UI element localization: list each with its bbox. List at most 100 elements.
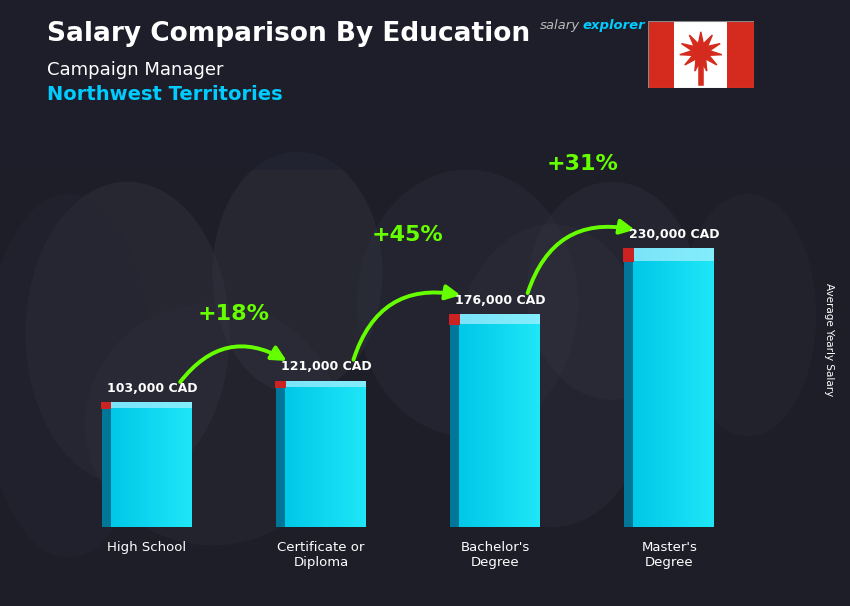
Bar	[317, 381, 321, 527]
Bar	[275, 381, 286, 388]
Bar	[479, 314, 484, 527]
Bar	[314, 381, 317, 527]
Bar	[135, 402, 139, 527]
Bar	[532, 314, 536, 527]
Bar	[459, 314, 541, 324]
Bar	[698, 248, 702, 527]
Bar	[500, 314, 504, 527]
Bar	[507, 314, 512, 527]
Bar	[275, 381, 285, 527]
Bar	[449, 314, 460, 325]
Bar	[637, 248, 641, 527]
Bar	[127, 402, 131, 527]
Bar	[524, 314, 528, 527]
Bar	[160, 402, 163, 527]
Bar	[350, 381, 354, 527]
Bar	[147, 402, 151, 527]
Bar	[657, 248, 661, 527]
Bar	[297, 381, 301, 527]
Bar	[176, 402, 180, 527]
Bar	[293, 381, 297, 527]
Ellipse shape	[357, 170, 578, 436]
Bar	[115, 402, 119, 527]
Bar	[666, 248, 670, 527]
Bar	[633, 248, 715, 261]
Text: +18%: +18%	[198, 304, 269, 324]
Ellipse shape	[85, 303, 340, 545]
Text: 103,000 CAD: 103,000 CAD	[107, 382, 197, 395]
Bar	[674, 248, 677, 527]
Bar	[475, 314, 479, 527]
Bar	[305, 381, 309, 527]
Bar	[491, 314, 496, 527]
Bar	[702, 248, 706, 527]
Bar	[711, 248, 715, 527]
Text: +31%: +31%	[547, 153, 618, 174]
Bar	[100, 402, 111, 408]
Bar	[309, 381, 314, 527]
Bar	[131, 402, 135, 527]
Bar	[694, 248, 698, 527]
Bar	[459, 314, 463, 527]
Bar	[728, 21, 754, 88]
Bar	[623, 248, 634, 262]
Bar	[463, 314, 467, 527]
Bar	[156, 402, 160, 527]
Bar	[167, 402, 172, 527]
Bar	[354, 381, 358, 527]
Bar	[706, 248, 711, 527]
Bar	[151, 402, 156, 527]
Bar	[101, 402, 110, 527]
Bar	[122, 402, 127, 527]
Text: 230,000 CAD: 230,000 CAD	[629, 228, 720, 241]
Bar	[180, 402, 184, 527]
Text: +45%: +45%	[372, 225, 444, 245]
Text: Salary Comparison By Education: Salary Comparison By Education	[47, 21, 530, 47]
Text: explorer: explorer	[582, 19, 645, 32]
Text: 176,000 CAD: 176,000 CAD	[455, 294, 546, 307]
Bar	[528, 314, 532, 527]
Bar	[484, 314, 487, 527]
Bar	[0, 0, 850, 170]
Bar	[471, 314, 475, 527]
Bar	[450, 314, 459, 527]
Bar	[301, 381, 305, 527]
Bar	[342, 381, 346, 527]
Ellipse shape	[527, 182, 697, 400]
Bar	[289, 381, 293, 527]
Bar	[512, 314, 516, 527]
Bar	[633, 248, 637, 527]
Bar	[520, 314, 524, 527]
Ellipse shape	[26, 182, 230, 485]
Bar	[682, 248, 686, 527]
Bar	[641, 248, 645, 527]
Bar	[285, 381, 366, 387]
Bar	[677, 248, 682, 527]
Bar	[648, 21, 674, 88]
Bar	[163, 402, 167, 527]
Bar	[674, 21, 728, 88]
Bar	[670, 248, 674, 527]
Bar	[172, 402, 176, 527]
Bar	[649, 248, 654, 527]
Bar	[346, 381, 350, 527]
Bar	[143, 402, 147, 527]
Bar	[536, 314, 541, 527]
Bar	[333, 381, 337, 527]
Bar	[487, 314, 491, 527]
Bar	[516, 314, 520, 527]
Ellipse shape	[450, 224, 654, 527]
Bar	[686, 248, 690, 527]
Text: .com: .com	[646, 19, 678, 32]
Bar	[0, 170, 850, 606]
Bar	[326, 381, 330, 527]
Polygon shape	[680, 32, 722, 71]
Bar	[362, 381, 366, 527]
Text: Northwest Territories: Northwest Territories	[47, 85, 282, 104]
Bar	[110, 402, 115, 527]
Bar	[645, 248, 649, 527]
Bar	[467, 314, 471, 527]
Text: 121,000 CAD: 121,000 CAD	[280, 361, 371, 373]
Bar	[321, 381, 326, 527]
Bar	[624, 248, 633, 527]
